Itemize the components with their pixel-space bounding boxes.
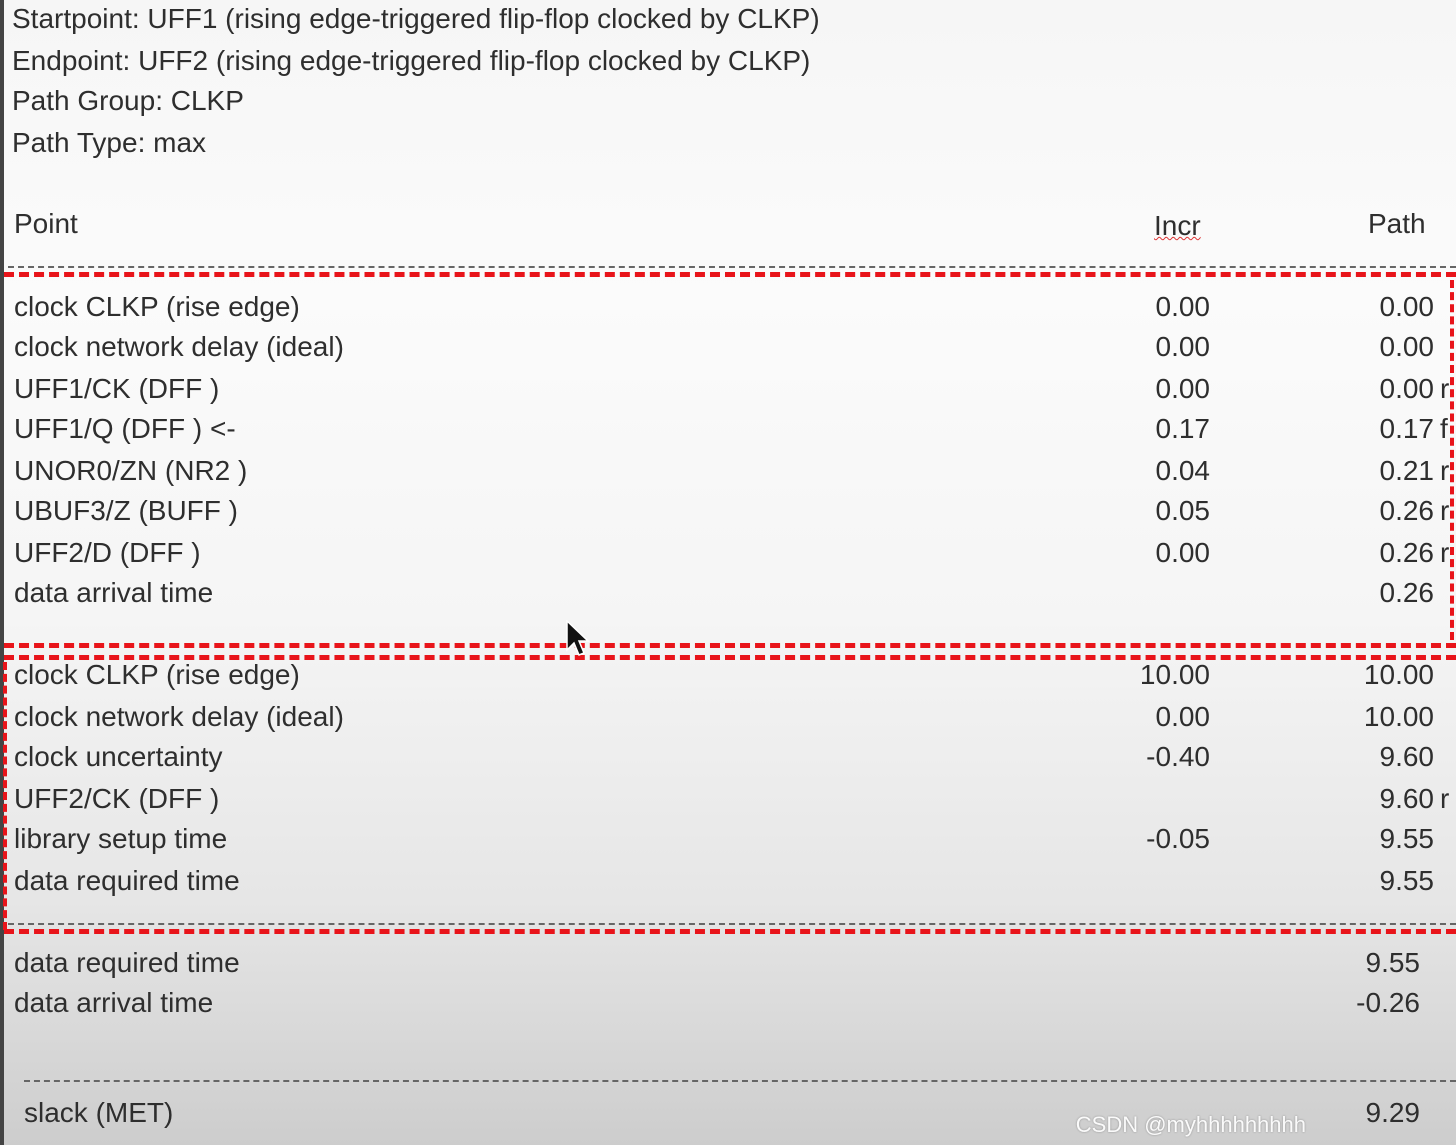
path-value: 9.55 bbox=[1379, 823, 1435, 854]
path-value: 0.17 bbox=[1379, 413, 1435, 444]
incr-value: 0.00 bbox=[1155, 291, 1211, 322]
point-label: clock network delay (ideal) bbox=[14, 331, 344, 362]
report-row: data required time 9.55 bbox=[0, 947, 1456, 979]
arrival-box-bottom bbox=[4, 643, 1456, 648]
path-value: 9.60 bbox=[1379, 783, 1435, 814]
report-row: UFF1/CK (DFF ) 0.00 0.00 r bbox=[0, 373, 1456, 405]
path-value: 0.00 bbox=[1379, 291, 1435, 322]
column-header-incr: Incr bbox=[1154, 210, 1201, 241]
report-row: UFF2/D (DFF ) 0.00 0.26 r bbox=[0, 537, 1456, 569]
arrival-box-right bbox=[1450, 280, 1454, 640]
incr-value: 0.05 bbox=[1155, 495, 1211, 526]
path-value: 9.60 bbox=[1379, 741, 1435, 772]
path-group-line: Path Group: CLKP bbox=[12, 85, 244, 116]
required-box-left bbox=[3, 662, 7, 930]
path-value: 0.00 bbox=[1379, 373, 1435, 404]
report-row: UFF1/Q (DFF ) <- 0.17 0.17 f bbox=[0, 413, 1456, 445]
point-label: data arrival time bbox=[14, 987, 214, 1018]
point-label: data arrival time bbox=[14, 577, 214, 608]
mouse-cursor-icon bbox=[566, 620, 590, 656]
point-label: data required time bbox=[14, 865, 240, 896]
header-separator bbox=[8, 266, 1456, 268]
report-row: data required time 9.55 bbox=[0, 865, 1456, 897]
path-type-line: Path Type: max bbox=[12, 127, 207, 158]
incr-value: 10.00 bbox=[1139, 659, 1210, 690]
edge-flag: r bbox=[1440, 783, 1450, 814]
report-row: UFF2/CK (DFF ) 9.60 r bbox=[0, 783, 1456, 815]
path-value: 10.00 bbox=[1363, 701, 1434, 732]
incr-value: 0.00 bbox=[1155, 537, 1211, 568]
report-row: clock network delay (ideal) 0.00 10.00 bbox=[0, 701, 1456, 733]
incr-value: -0.05 bbox=[1146, 823, 1210, 854]
point-label: data required time bbox=[14, 947, 240, 978]
point-label: UNOR0/ZN (NR2 ) bbox=[14, 455, 248, 486]
column-header-path: Path bbox=[1368, 208, 1426, 239]
path-value: 0.00 bbox=[1379, 331, 1435, 362]
point-label: UFF2/D (DFF ) bbox=[14, 537, 201, 568]
startpoint-line: Startpoint: UFF1 (rising edge-triggered … bbox=[12, 3, 820, 34]
column-header-point: Point bbox=[14, 208, 78, 239]
edge-flag: f bbox=[1440, 413, 1448, 444]
required-box-bottom bbox=[4, 929, 1456, 934]
edge-flag: r bbox=[1440, 455, 1450, 486]
slack-label: slack (MET) bbox=[24, 1097, 174, 1128]
incr-value: 0.00 bbox=[1155, 701, 1211, 732]
watermark: CSDN @myhhhhhhhhh bbox=[1075, 1112, 1306, 1137]
path-value: 0.21 bbox=[1379, 455, 1435, 486]
point-label: clock uncertainty bbox=[14, 741, 223, 772]
incr-value: 0.00 bbox=[1155, 373, 1211, 404]
point-label: library setup time bbox=[14, 823, 228, 854]
point-label: UFF1/Q (DFF ) <- bbox=[14, 413, 236, 444]
report-row: clock CLKP (rise edge) 10.00 10.00 bbox=[0, 659, 1456, 691]
edge-flag: r bbox=[1440, 495, 1450, 526]
report-row: data arrival time 0.26 bbox=[0, 577, 1456, 609]
point-label: UFF2/CK (DFF ) bbox=[14, 783, 220, 814]
window-edge bbox=[0, 0, 4, 1145]
path-value: 9.55 bbox=[1365, 947, 1421, 978]
incr-value: -0.40 bbox=[1146, 741, 1210, 772]
incr-value: 0.17 bbox=[1155, 413, 1211, 444]
required-box-top bbox=[4, 655, 1456, 660]
report-row: library setup time -0.05 9.55 bbox=[0, 823, 1456, 855]
report-row: clock uncertainty -0.40 9.60 bbox=[0, 741, 1456, 773]
path-value: 0.26 bbox=[1379, 577, 1435, 608]
incr-value: 0.04 bbox=[1155, 455, 1211, 486]
path-value: 0.26 bbox=[1379, 537, 1435, 568]
path-value: 0.26 bbox=[1379, 495, 1435, 526]
report-row: UBUF3/Z (BUFF ) 0.05 0.26 r bbox=[0, 495, 1456, 527]
point-label: clock network delay (ideal) bbox=[14, 701, 344, 732]
point-label: clock CLKP (rise edge) bbox=[14, 291, 300, 322]
edge-flag: r bbox=[1440, 373, 1450, 404]
required-separator bbox=[8, 923, 1456, 925]
point-label: UFF1/CK (DFF ) bbox=[14, 373, 220, 404]
endpoint-line: Endpoint: UFF2 (rising edge-triggered fl… bbox=[12, 45, 811, 76]
slack-separator bbox=[24, 1080, 1456, 1082]
arrival-box-top bbox=[4, 272, 1456, 277]
report-row: data arrival time -0.26 bbox=[0, 987, 1456, 1019]
point-label: clock CLKP (rise edge) bbox=[14, 659, 300, 690]
path-value: -0.26 bbox=[1356, 987, 1420, 1018]
slack-value: 9.29 bbox=[1365, 1097, 1421, 1128]
report-row: clock network delay (ideal) 0.00 0.00 bbox=[0, 331, 1456, 363]
edge-flag: r bbox=[1440, 537, 1450, 568]
report-row: UNOR0/ZN (NR2 ) 0.04 0.21 r bbox=[0, 455, 1456, 487]
path-value: 9.55 bbox=[1379, 865, 1435, 896]
point-label: UBUF3/Z (BUFF ) bbox=[14, 495, 238, 526]
path-value: 10.00 bbox=[1363, 659, 1434, 690]
incr-value: 0.00 bbox=[1155, 331, 1211, 362]
report-row: clock CLKP (rise edge) 0.00 0.00 bbox=[0, 291, 1456, 323]
